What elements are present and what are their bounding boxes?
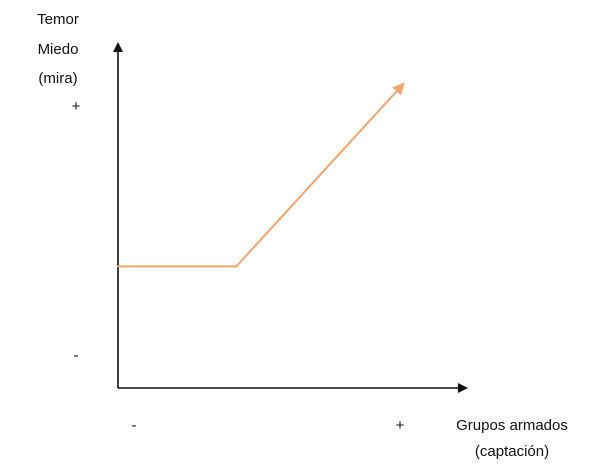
y-axis-label-line-2: Miedo — [38, 41, 79, 58]
x-axis-label-line-2: (captación) — [475, 443, 549, 460]
y-axis-label-line-3: (mira) — [38, 70, 77, 87]
y-tick-low: - — [74, 347, 79, 364]
y-tick-high: + — [72, 98, 81, 115]
series-layer — [117, 82, 405, 268]
y-axis-label-line-1: Temor — [37, 11, 79, 28]
x-axis-label-line-1: Grupos armados — [456, 417, 568, 434]
x-tick-high: + — [396, 417, 405, 434]
x-tick-low: - — [132, 417, 137, 434]
series-0-segment-1 — [235, 82, 405, 268]
